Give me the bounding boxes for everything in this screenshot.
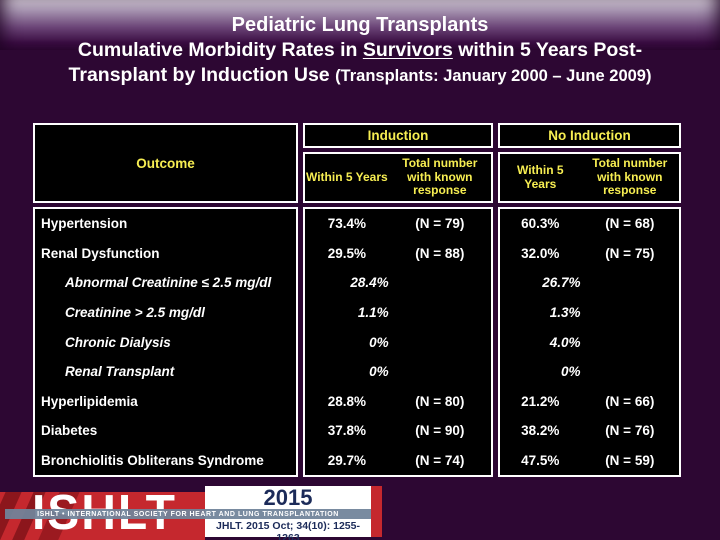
percent-value: 1.3% (549, 304, 581, 320)
n-value: (N = 75) (605, 245, 655, 261)
subtitle-underlined-word: Survivors (362, 39, 453, 61)
percent-value: 1.1% (357, 304, 389, 320)
n-value: (N = 76) (605, 423, 655, 439)
induction-subheader-row: Within 5 Years Total number with known r… (303, 152, 493, 203)
percent-value: 47.5% (521, 452, 560, 468)
outcome-label: Chronic Dialysis (65, 334, 171, 350)
outcome-label: Renal Transplant (65, 364, 175, 380)
total-number-header: Total number with known response (592, 156, 668, 198)
value-row: 0% (500, 357, 679, 387)
percent-value: 29.5% (327, 245, 366, 261)
n-value: (N = 74) (415, 452, 465, 468)
percent-value: 60.3% (521, 216, 560, 232)
within-5-years-header: Within 5 Years (305, 169, 388, 184)
n-value: (N = 90) (415, 423, 465, 439)
value-row: 26.7% (500, 268, 679, 298)
morbidity-table: Outcome Induction No Induction Within 5 … (33, 123, 681, 477)
page-title: Pediatric Lung Transplants (231, 14, 489, 36)
percent-value: 0% (369, 364, 389, 380)
percent-value: 73.4% (327, 216, 366, 232)
outcome-label: Abnormal Creatinine ≤ 2.5 mg/dl (65, 275, 272, 291)
journal-citation: JHLT. 2015 Oct; 34(10): 1255-1263 (216, 520, 360, 540)
percent-value: 0% (561, 364, 581, 380)
subtitle-date-range: (Transplants: January 2000 – June 2009) (335, 67, 652, 85)
ishlt-logo: ISHLT 2015 ISHLT • INTERNATIONAL SOCIETY… (0, 486, 382, 540)
percent-value: 29.7% (327, 452, 366, 468)
percent-value: 26.7% (542, 275, 581, 291)
induction-group-header: Induction (303, 123, 493, 148)
value-row: 1.1% (305, 298, 491, 328)
outcome-label: Bronchiolitis Obliterans Syndrome (41, 452, 264, 468)
outcome-label: Hyperlipidemia (41, 393, 138, 409)
outcome-body-cell: Hypertension Renal Dysfunction Abnormal Cr… (33, 207, 298, 477)
n-value: (N = 66) (605, 393, 655, 409)
value-row: 1.3% (500, 298, 679, 328)
value-row: 29.7% (N = 74) (305, 446, 491, 476)
outcome-column-header: Outcome (33, 123, 298, 203)
no-induction-body-cell: 60.3% (N = 68) 32.0% (N = 75) 26.7% 1.3% 4.0% 0… (498, 207, 681, 477)
percent-value: 28.4% (350, 275, 389, 291)
value-row: 37.8% (N = 90) (305, 416, 491, 446)
n-value: (N = 68) (605, 216, 655, 232)
percent-value: 28.8% (327, 393, 366, 409)
value-row: 29.5% (N = 88) (305, 239, 491, 269)
n-value: (N = 88) (415, 245, 465, 261)
percent-value: 4.0% (549, 334, 581, 350)
value-row: 4.0% (500, 327, 679, 357)
n-value: (N = 59) (605, 452, 655, 468)
percent-value: 37.8% (327, 423, 366, 439)
no-induction-subheader-row: Within 5 Years Total number with known r… (498, 152, 681, 203)
value-row: 60.3% (N = 68) (500, 209, 679, 239)
value-row: 0% (305, 357, 491, 387)
n-value: (N = 80) (415, 393, 465, 409)
value-row: 21.2% (N = 66) (500, 386, 679, 416)
outcome-label: Creatinine > 2.5 mg/dl (65, 304, 205, 320)
slide-subtitle-line2: Transplant by Induction Use (Transplants… (0, 63, 720, 89)
subtitle-text-pre: Cumulative Morbidity Rates in (77, 39, 363, 61)
within-5-years-header: Within 5 Years (516, 163, 564, 191)
subtitle-line2-text: Transplant by Induction Use (68, 64, 336, 86)
percent-value: 0% (369, 334, 389, 350)
percent-value: 32.0% (521, 245, 560, 261)
slide-top-gradient (0, 0, 720, 50)
logo-year: 2015 (263, 485, 313, 510)
value-row: 38.2% (N = 76) (500, 416, 679, 446)
n-value: (N = 79) (415, 216, 465, 232)
value-row: 47.5% (N = 59) (500, 446, 679, 476)
slide-header: Pediatric Lung Transplants Cumulative Mo… (0, 13, 720, 89)
ishlt-society-banner: ISHLT • INTERNATIONAL SOCIETY FOR HEART … (5, 509, 371, 519)
percent-value: 38.2% (521, 423, 560, 439)
ishlt-logo-red-cap (371, 486, 382, 537)
outcome-label: Renal Dysfunction (41, 245, 160, 261)
total-number-header: Total number with known response (402, 156, 478, 198)
outcome-label: Diabetes (41, 423, 98, 439)
value-row: 28.8% (N = 80) (305, 386, 491, 416)
induction-body-cell: 73.4% (N = 79) 29.5% (N = 88) 28.4% 1.1% 0% 0% 2… (303, 207, 493, 477)
value-row: 0% (305, 327, 491, 357)
no-induction-group-header: No Induction (498, 123, 681, 148)
value-row: 32.0% (N = 75) (500, 239, 679, 269)
value-row: 28.4% (305, 268, 491, 298)
subtitle-text-post: within 5 Years Post- (452, 39, 643, 61)
value-row: 73.4% (N = 79) (305, 209, 491, 239)
slide-subtitle-line1: Cumulative Morbidity Rates in Survivors … (0, 38, 720, 63)
percent-value: 21.2% (521, 393, 560, 409)
outcome-label: Hypertension (41, 216, 128, 232)
